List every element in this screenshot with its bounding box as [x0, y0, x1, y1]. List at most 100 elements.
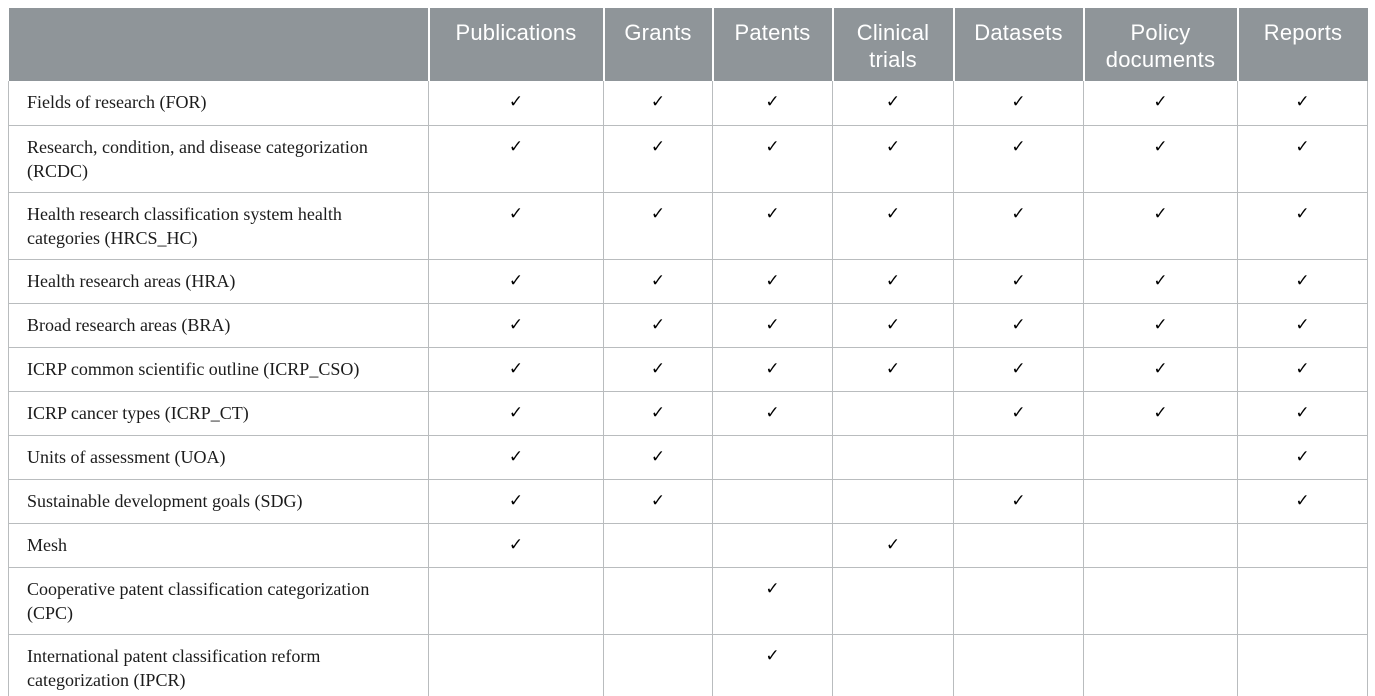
check-icon: ✓ [765, 92, 780, 112]
check-cell: ✓ [603, 302, 713, 348]
empty-cell [832, 390, 954, 436]
check-cell: ✓ [712, 258, 833, 304]
check-cell: ✓ [603, 390, 713, 436]
empty-cell [953, 522, 1084, 568]
check-cell: ✓ [1083, 81, 1238, 126]
column-header-policy-documents: Policy documents [1082, 8, 1238, 81]
table-header: Publications Grants Patents Clinical trials… [8, 8, 1368, 81]
check-cell: ✓ [1237, 302, 1368, 348]
check-cell: ✓ [603, 258, 713, 304]
classification-coverage-table: Publications Grants Patents Clinical trials… [8, 8, 1368, 696]
check-cell: ✓ [953, 124, 1084, 193]
check-cell: ✓ [428, 346, 604, 392]
check-cell: ✓ [712, 81, 833, 126]
row-label: Cooperative patent classification catego… [8, 566, 429, 635]
check-cell: ✓ [1083, 302, 1238, 348]
table-row: Broad research areas (BRA) ✓ ✓ ✓ ✓ ✓ ✓ ✓ [8, 302, 1368, 348]
check-cell: ✓ [712, 390, 833, 436]
check-cell: ✓ [1083, 191, 1238, 260]
check-cell: ✓ [1237, 124, 1368, 193]
check-icon: ✓ [885, 92, 901, 112]
empty-cell [953, 566, 1084, 635]
empty-cell [1237, 522, 1368, 568]
check-icon: ✓ [885, 358, 901, 379]
check-cell: ✓ [712, 566, 833, 635]
check-icon: ✓ [1153, 92, 1168, 112]
check-cell: ✓ [428, 191, 604, 260]
check-cell: ✓ [953, 81, 1084, 126]
check-icon: ✓ [1295, 270, 1310, 291]
empty-cell [603, 566, 713, 635]
column-header-row-labels [8, 8, 429, 81]
check-icon: ✓ [650, 270, 666, 291]
check-cell: ✓ [832, 258, 954, 304]
header-row: Publications Grants Patents Clinical trials… [8, 8, 1368, 81]
table-row: International patent classification refo… [8, 633, 1368, 696]
table-body: Fields of research (FOR) ✓ ✓ ✓ ✓ ✓ ✓ ✓ Research,… [8, 81, 1368, 696]
table-row: Units of assessment (UOA) ✓ ✓ ✓ [8, 434, 1368, 480]
table-row: Cooperative patent classification catego… [8, 566, 1368, 635]
check-icon: ✓ [650, 203, 666, 224]
check-cell: ✓ [1237, 434, 1368, 480]
check-cell: ✓ [832, 346, 954, 392]
check-icon: ✓ [765, 136, 780, 157]
check-cell: ✓ [428, 124, 604, 193]
check-cell: ✓ [1083, 346, 1238, 392]
table-row: ICRP common scientific outline (ICRP_CSO… [8, 346, 1368, 392]
row-label: Fields of research (FOR) [8, 81, 429, 126]
check-cell: ✓ [712, 633, 833, 696]
check-icon: ✓ [1011, 92, 1026, 112]
check-icon: ✓ [650, 358, 666, 379]
row-label: International patent classification refo… [8, 633, 429, 696]
check-icon: ✓ [650, 446, 666, 467]
row-label: Research, condition, and disease categor… [8, 124, 429, 193]
check-icon: ✓ [1011, 490, 1026, 511]
check-cell: ✓ [832, 124, 954, 193]
check-cell: ✓ [603, 434, 713, 480]
column-header-reports: Reports [1236, 8, 1368, 81]
check-icon: ✓ [765, 578, 780, 599]
check-cell: ✓ [712, 302, 833, 348]
empty-cell [603, 522, 713, 568]
check-cell: ✓ [1237, 390, 1368, 436]
check-cell: ✓ [428, 81, 604, 126]
check-icon: ✓ [885, 314, 901, 335]
row-label: ICRP cancer types (ICRP_CT) [8, 390, 429, 436]
check-icon: ✓ [650, 136, 666, 157]
check-cell: ✓ [1237, 191, 1368, 260]
empty-cell [712, 478, 833, 524]
check-cell: ✓ [428, 258, 604, 304]
check-icon: ✓ [885, 270, 901, 291]
empty-cell [428, 566, 604, 635]
check-cell: ✓ [832, 81, 954, 126]
check-icon: ✓ [1153, 270, 1168, 291]
check-cell: ✓ [428, 478, 604, 524]
check-icon: ✓ [1153, 203, 1168, 224]
check-icon: ✓ [1295, 358, 1310, 379]
check-icon: ✓ [650, 490, 666, 511]
check-icon: ✓ [765, 402, 780, 423]
table-row: Fields of research (FOR) ✓ ✓ ✓ ✓ ✓ ✓ ✓ [8, 81, 1368, 126]
check-cell: ✓ [1237, 346, 1368, 392]
table-row: ICRP cancer types (ICRP_CT) ✓ ✓ ✓ ✓ ✓ ✓ [8, 390, 1368, 436]
check-cell: ✓ [832, 522, 954, 568]
table-row: Health research classification system he… [8, 191, 1368, 260]
check-icon: ✓ [1153, 136, 1168, 157]
empty-cell [712, 434, 833, 480]
column-header-clinical-trials: Clinical trials [831, 8, 954, 81]
check-cell: ✓ [953, 390, 1084, 436]
check-icon: ✓ [765, 314, 780, 335]
check-cell: ✓ [603, 81, 713, 126]
check-cell: ✓ [428, 522, 604, 568]
check-cell: ✓ [712, 191, 833, 260]
check-icon: ✓ [1295, 203, 1310, 224]
table-row: Sustainable development goals (SDG) ✓ ✓ ✓ ✓ [8, 478, 1368, 524]
check-icon: ✓ [1295, 92, 1310, 112]
check-icon: ✓ [1011, 136, 1026, 157]
check-icon: ✓ [508, 358, 524, 379]
empty-cell [1237, 566, 1368, 635]
empty-cell [1083, 434, 1238, 480]
check-icon: ✓ [650, 402, 666, 423]
check-cell: ✓ [953, 346, 1084, 392]
check-icon: ✓ [1011, 402, 1026, 423]
